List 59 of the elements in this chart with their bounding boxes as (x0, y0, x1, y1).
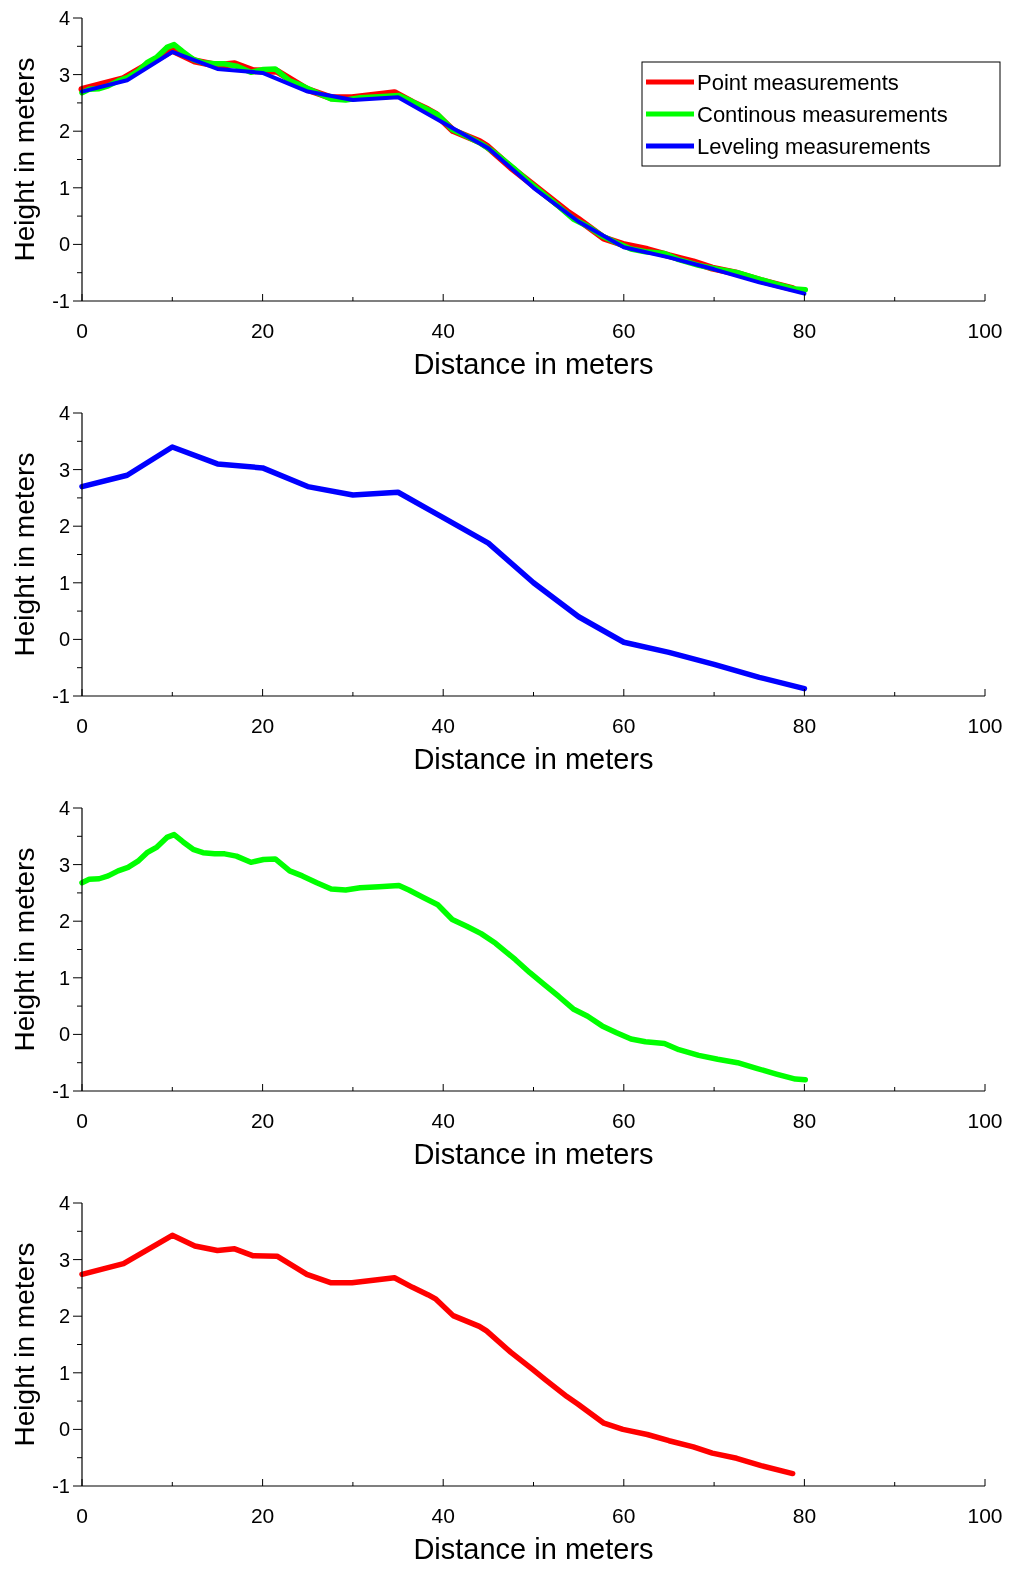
y-tick-label: 0 (58, 628, 70, 651)
y-axis-title: Height in meters (9, 57, 40, 262)
x-tick-label: 0 (76, 1504, 88, 1527)
x-tick-label: 20 (250, 1504, 275, 1527)
y-tick-label: 0 (58, 1023, 70, 1046)
y-tick-label: 3 (58, 1248, 70, 1271)
x-tick-label: 20 (250, 319, 275, 342)
x-tick-label: 0 (76, 714, 88, 737)
x-axis-title: Distance in meters (413, 1138, 654, 1170)
y-tick-label: 2 (58, 910, 70, 933)
x-axis-title: Distance in meters (413, 348, 654, 380)
y-tick-label: 0 (58, 1418, 70, 1441)
x-tick-label: 20 (250, 714, 275, 737)
y-tick-label: 1 (58, 1361, 70, 1384)
y-tick-label: 2 (58, 120, 70, 143)
x-tick-label: 60 (612, 1504, 636, 1527)
x-tick-label: 40 (431, 714, 455, 737)
x-tick-label: 80 (792, 1109, 817, 1132)
y-tick-label: 2 (58, 1305, 70, 1328)
y-tick-label: 1 (58, 176, 70, 199)
y-axis-title: Height in meters (9, 1242, 40, 1447)
y-tick-label: 1 (58, 966, 70, 989)
y-tick-label: 2 (58, 515, 70, 538)
x-axis-title: Distance in meters (413, 743, 654, 775)
y-tick-label: 3 (58, 853, 70, 876)
y-tick-label: 4 (58, 402, 70, 424)
x-tick-label: 80 (792, 1504, 817, 1527)
x-tick-label: 100 (967, 714, 1003, 737)
y-tick-label: 0 (58, 233, 70, 256)
y-tick-label: -1 (52, 1080, 70, 1102)
legend-label: Point measurements (697, 70, 899, 95)
x-tick-label: 0 (76, 319, 88, 342)
y-tick-label: -1 (52, 685, 70, 707)
y-axis-title: Height in meters (9, 847, 40, 1052)
y-tick-label: 1 (58, 571, 70, 594)
legend-label: Leveling measurements (697, 134, 931, 159)
x-tick-label: 80 (792, 319, 817, 342)
x-tick-label: 40 (431, 319, 455, 342)
x-tick-label: 0 (76, 1109, 88, 1132)
y-tick-label: -1 (52, 1475, 70, 1497)
x-tick-label: 60 (612, 319, 636, 342)
legend-label: Continous measurements (697, 102, 948, 127)
x-tick-label: 100 (967, 1109, 1003, 1132)
x-tick-label: 60 (612, 1109, 636, 1132)
y-axis-title: Height in meters (9, 452, 40, 657)
y-tick-label: -1 (52, 290, 70, 312)
x-tick-label: 60 (612, 714, 636, 737)
y-tick-label: 4 (58, 7, 70, 29)
x-tick-label: 40 (431, 1109, 455, 1132)
y-tick-label: 3 (58, 458, 70, 481)
x-tick-label: 80 (792, 714, 817, 737)
y-tick-label: 4 (58, 1192, 70, 1214)
x-tick-label: 40 (431, 1504, 455, 1527)
x-axis-title: Distance in meters (413, 1533, 654, 1565)
x-tick-label: 20 (250, 1109, 275, 1132)
x-tick-label: 100 (967, 319, 1003, 342)
x-tick-label: 100 (967, 1504, 1003, 1527)
y-tick-label: 3 (58, 63, 70, 86)
y-tick-label: 4 (58, 797, 70, 819)
